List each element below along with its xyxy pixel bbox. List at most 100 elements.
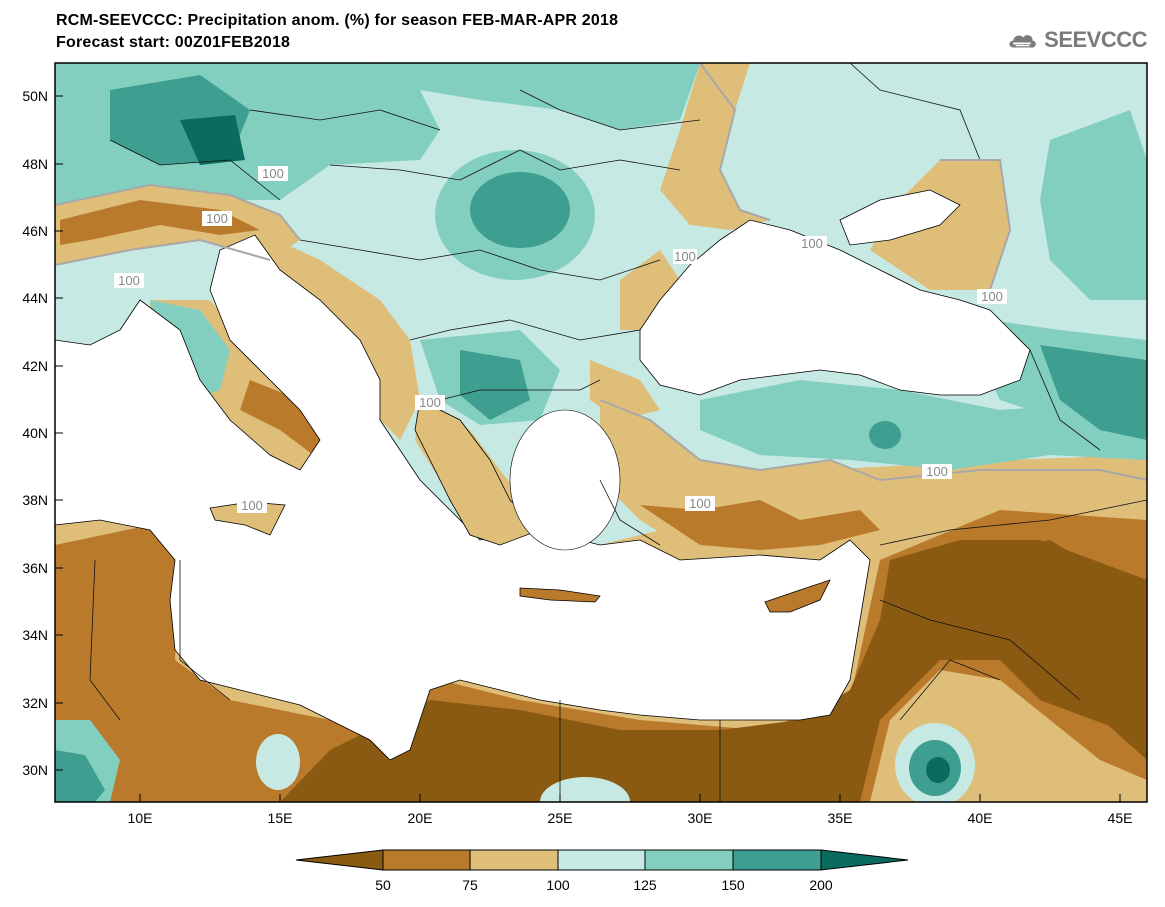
contour-label: 100 bbox=[262, 166, 284, 181]
black-sea bbox=[639, 219, 1031, 396]
anomaly-region-germany-dark bbox=[110, 75, 250, 165]
sicily-island bbox=[209, 501, 286, 536]
lat-tick-label: 34N bbox=[22, 627, 48, 643]
lat-tick-label: 38N bbox=[22, 492, 48, 508]
anomaly-region-arabia-wet bbox=[895, 723, 975, 802]
anomaly-region-sardinia-brown bbox=[92, 395, 130, 470]
lat-tick-label: 36N bbox=[22, 560, 48, 576]
anomaly-region-italy-brown bbox=[240, 380, 340, 460]
contour-label: 100 bbox=[689, 496, 711, 511]
anomaly-region-south-darkbrown bbox=[280, 540, 1147, 802]
anomaly-region-anatolia-tan bbox=[600, 400, 1147, 545]
colorbar-segment bbox=[732, 849, 822, 871]
anomaly-region-anatolia-wet bbox=[700, 380, 1147, 470]
colorbar-segment bbox=[644, 849, 734, 871]
anomaly-region-arabia-wet3 bbox=[926, 757, 950, 783]
contour-label: 100 bbox=[981, 289, 1003, 304]
anomaly-region-south-brown bbox=[55, 510, 1147, 802]
colorbar-tick-label: 100 bbox=[546, 877, 570, 893]
aegean-sea bbox=[509, 409, 621, 551]
anomaly-region-central-europe-wet bbox=[55, 63, 440, 205]
colorbar bbox=[295, 849, 909, 871]
contour-label: 100 bbox=[419, 395, 441, 410]
anomaly-region-corsica-brown bbox=[98, 330, 122, 392]
lon-tick-label: 45E bbox=[1108, 810, 1133, 826]
title-line-1: RCM-SEEVCCC: Precipitation anom. (%) for… bbox=[56, 12, 619, 29]
country-borders bbox=[89, 63, 1147, 802]
contour-label-group: 100 100 100 100 100 100 100 100 100 100 bbox=[114, 166, 1007, 513]
anomaly-region-bulgaria-tan bbox=[590, 360, 660, 420]
anomaly-region-turkey-wet bbox=[869, 421, 901, 449]
anomaly-region-tunisia-wet2 bbox=[55, 750, 105, 802]
colorbar-tick-label: 125 bbox=[633, 877, 657, 893]
anomaly-region-germany-darkest bbox=[180, 115, 245, 165]
anomaly-region-south-russia-tan bbox=[870, 160, 1010, 290]
lon-tick-label: 30E bbox=[688, 810, 713, 826]
lat-tick-label: 40N bbox=[22, 425, 48, 441]
lat-tick-label: 32N bbox=[22, 695, 48, 711]
seevccc-logo: SEEVCCC bbox=[1007, 20, 1147, 60]
anomaly-region-egypt-wet bbox=[540, 777, 630, 802]
contour-label: 100 bbox=[801, 236, 823, 251]
anomaly-region-libya-wet bbox=[256, 734, 300, 790]
lon-axis: 10E 15E 20E 25E 30E 35E 40E 45E bbox=[128, 794, 1133, 826]
sea-of-azov bbox=[839, 189, 961, 246]
title-line-2: Forecast start: 00Z01FEB2018 bbox=[56, 34, 291, 51]
colorbar-labels: 50 75 100 125 150 200 bbox=[375, 877, 833, 893]
anomaly-region-alps-tan bbox=[55, 185, 300, 265]
anomaly-region-hungary-dark bbox=[470, 172, 570, 248]
lat-axis: 50N 48N 46N 44N 42N 40N 38N 36N 34N 32N … bbox=[22, 88, 63, 778]
colorbar-segment bbox=[469, 849, 559, 871]
anomaly-region-russia-wet bbox=[1040, 110, 1147, 300]
anomaly-region-balkan-wet bbox=[420, 330, 560, 425]
cyprus-island bbox=[764, 579, 831, 613]
lat-tick-label: 48N bbox=[22, 156, 48, 172]
colorbar-segment bbox=[557, 849, 646, 871]
contour-label: 100 bbox=[118, 273, 140, 288]
contour-lines-100 bbox=[55, 63, 1147, 482]
anomaly-region-balkan-dark bbox=[460, 350, 530, 420]
contour-label: 100 bbox=[674, 249, 696, 264]
colorbar-segment bbox=[382, 849, 471, 871]
map-frame bbox=[55, 63, 1147, 802]
anomaly-region-tunisia-wet bbox=[55, 720, 120, 802]
anomaly-region-caucasus-wet bbox=[980, 320, 1147, 460]
anomaly-region-italy-tan bbox=[150, 300, 360, 530]
contour-label: 100 bbox=[926, 464, 948, 479]
lon-tick-label: 25E bbox=[548, 810, 573, 826]
mediterranean-sea bbox=[55, 234, 871, 761]
lon-tick-label: 15E bbox=[268, 810, 293, 826]
colorbar-tick-label: 200 bbox=[809, 877, 833, 893]
lat-tick-label: 30N bbox=[22, 762, 48, 778]
greek-mainland bbox=[414, 399, 541, 546]
cloud-icon bbox=[1009, 35, 1036, 48]
colorbar-segment bbox=[295, 849, 384, 871]
colorbar-segment bbox=[820, 849, 909, 871]
logo-text: SEEVCCC bbox=[1044, 27, 1147, 52]
anomaly-region-romania-tan bbox=[620, 250, 680, 330]
map-border bbox=[54, 62, 1148, 803]
anomaly-region-ukraine-tan bbox=[660, 63, 770, 230]
anomaly-region-south-tan bbox=[55, 455, 1147, 802]
anomaly-region-arabia-wet2 bbox=[909, 740, 961, 796]
contour-label: 100 bbox=[206, 211, 228, 226]
lat-tick-label: 44N bbox=[22, 290, 48, 306]
colorbar-tick-label: 150 bbox=[721, 877, 745, 893]
contour-label: 100 bbox=[241, 498, 263, 513]
anomaly-region-base bbox=[55, 63, 1147, 802]
anomaly-region-italy-wet bbox=[150, 300, 230, 400]
anomaly-region-iraq-darkbrown bbox=[950, 540, 1147, 740]
lon-tick-label: 20E bbox=[408, 810, 433, 826]
anomaly-region-alps-brown bbox=[60, 200, 260, 245]
anomaly-region-caucasus-wet2 bbox=[1040, 345, 1147, 440]
anomaly-region-poland-wet bbox=[380, 63, 700, 130]
lon-tick-label: 40E bbox=[968, 810, 993, 826]
colorbar-tick-label: 50 bbox=[375, 877, 391, 893]
anomaly-region-adriatic-tan bbox=[255, 230, 420, 440]
lon-tick-label: 10E bbox=[128, 810, 153, 826]
lat-tick-label: 50N bbox=[22, 88, 48, 104]
map-title: RCM-SEEVCCC: Precipitation anom. (%) for… bbox=[56, 10, 618, 54]
lon-tick-label: 35E bbox=[828, 810, 853, 826]
colorbar-tick-label: 75 bbox=[462, 877, 478, 893]
